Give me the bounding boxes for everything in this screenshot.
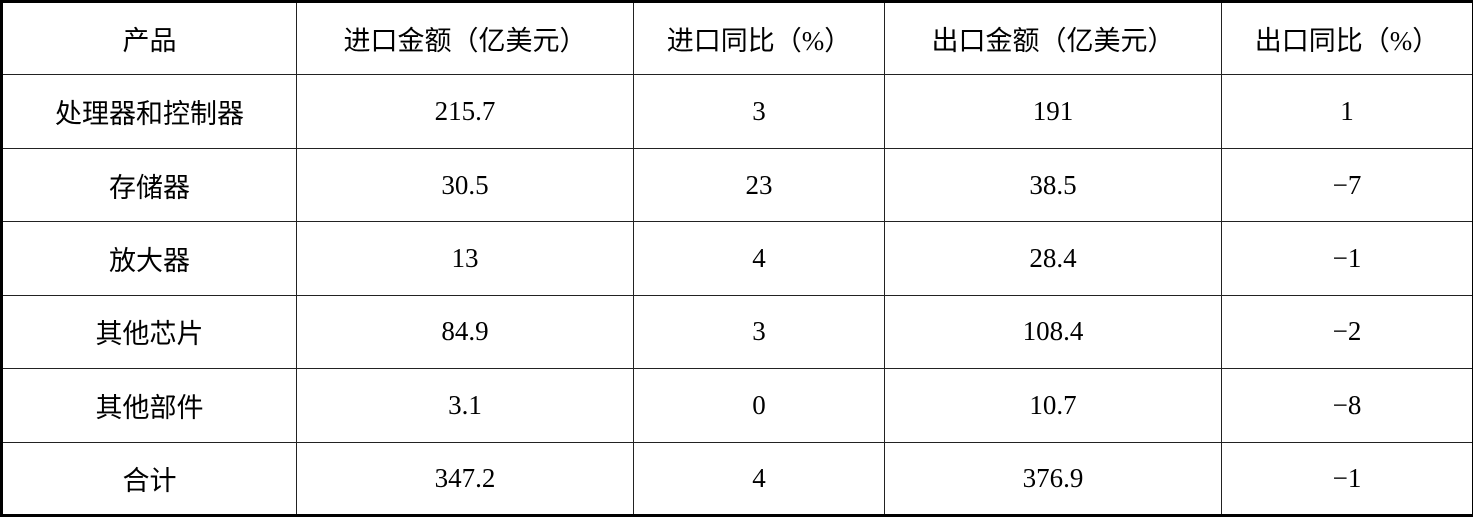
table-cell: 28.4 [884,221,1222,296]
table-cell: 出口同比（%） [1221,0,1473,76]
table-cell: 191 [884,74,1222,149]
table-cell: 347.2 [296,441,634,517]
table-row: 处理器和控制器 215.7 3 191 1 [1,74,1473,149]
table-cell: 1 [1221,74,1473,149]
table-cell: 合计 [1,441,297,517]
table-cell: 23 [633,147,885,223]
table-cell: 215.7 [296,74,634,149]
table-cell: 3.1 [296,368,634,443]
table-cell: −1 [1221,441,1473,517]
table-cell: 4 [633,441,885,517]
table-cell: 10.7 [884,368,1222,443]
table-cell: 376.9 [884,441,1222,517]
table-cell: 13 [296,221,634,296]
table-cell: 3 [633,74,885,149]
table-row: 其他芯片 84.9 3 108.4 −2 [1,294,1473,370]
table-cell: 进口金额（亿美元） [296,0,634,76]
table-cell: 38.5 [884,147,1222,223]
table-cell: 108.4 [884,294,1222,370]
table-cell: 放大器 [1,221,297,296]
table-cell: −7 [1221,147,1473,223]
table-cell: 84.9 [296,294,634,370]
table-cell: 30.5 [296,147,634,223]
table-cell: 出口金额（亿美元） [884,0,1222,76]
table-cell: 0 [633,368,885,443]
table-row: 其他部件 3.1 0 10.7 −8 [1,368,1473,443]
table-cell: 进口同比（%） [633,0,885,76]
table-cell: 其他芯片 [1,294,297,370]
table-row: 放大器 13 4 28.4 −1 [1,221,1473,296]
header-row: 产品 进口金额（亿美元） 进口同比（%） 出口金额（亿美元） 出口同比（%） [1,0,1473,76]
table-cell: 4 [633,221,885,296]
table-cell: 存储器 [1,147,297,223]
table-row: 合计 347.2 4 376.9 −1 [1,441,1473,517]
table-cell: 3 [633,294,885,370]
table-cell: 其他部件 [1,368,297,443]
table-row: 存储器 30.5 23 38.5 −7 [1,147,1473,223]
table-cell: −1 [1221,221,1473,296]
table-cell: 产品 [1,0,297,76]
table-cell: −8 [1221,368,1473,443]
table-cell: −2 [1221,294,1473,370]
table-cell: 处理器和控制器 [1,74,297,149]
